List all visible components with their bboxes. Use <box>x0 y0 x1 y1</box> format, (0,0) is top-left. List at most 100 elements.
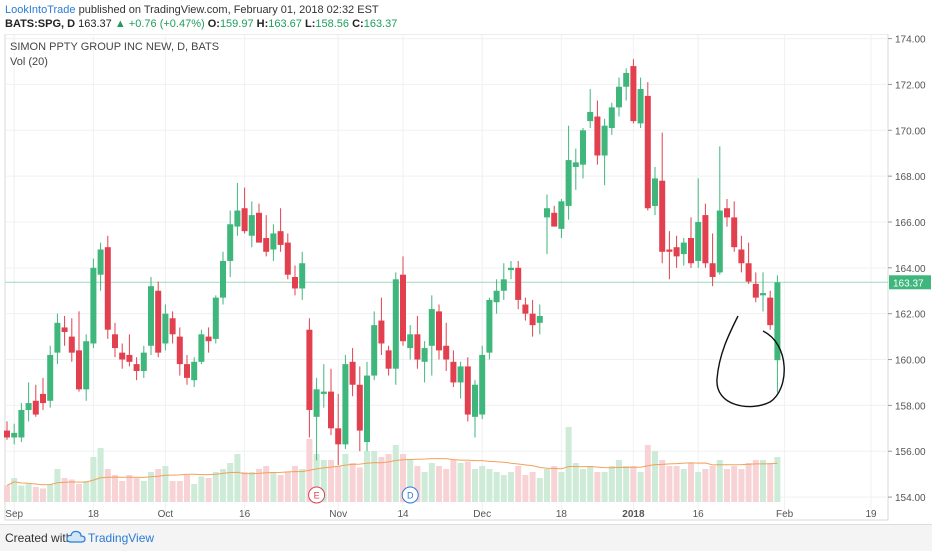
candle-body <box>299 263 306 289</box>
volume-bar <box>508 472 514 502</box>
candle-body <box>270 233 277 250</box>
candle-body <box>608 107 615 128</box>
candle-body <box>83 341 90 390</box>
volume-bar <box>248 472 255 502</box>
volume-bar <box>90 457 97 502</box>
volume-bar <box>457 463 464 502</box>
chart-header: LookIntoTrade published on TradingView.c… <box>0 0 932 34</box>
y-tick-label: 156.00 <box>895 447 926 458</box>
candle-body <box>428 309 435 346</box>
volume-indicator-label: Vol (20) <box>10 56 48 68</box>
volume-bar <box>61 478 68 502</box>
volume-bar <box>392 445 399 502</box>
plot-frame <box>4 34 889 521</box>
volume-bar <box>486 469 493 502</box>
volume-bar <box>709 466 716 502</box>
candle-body <box>184 364 190 378</box>
volume-bar <box>176 481 183 502</box>
volume-bar <box>25 484 32 502</box>
candle-body <box>40 393 46 404</box>
volume-bar <box>414 466 421 502</box>
volume-bar <box>752 460 759 502</box>
y-tick-label: 166.00 <box>895 218 926 229</box>
x-axis-label: 18 <box>556 509 568 520</box>
candle-body <box>248 215 255 236</box>
volume-bar <box>184 475 190 502</box>
x-axis-label: 16 <box>693 509 705 520</box>
hand-drawn-annotation <box>716 315 785 408</box>
y-tick-label: 160.00 <box>895 356 926 367</box>
volume-bar <box>608 466 615 502</box>
publish-line: LookIntoTrade published on TradingView.c… <box>5 4 379 16</box>
volume-bar <box>428 463 435 502</box>
candle-body <box>191 361 198 381</box>
x-axis-label: Sep <box>5 509 23 520</box>
candle-body <box>472 384 478 417</box>
volume-bar <box>594 472 601 502</box>
candle-body <box>594 116 601 156</box>
candle-body <box>558 201 565 229</box>
last-price-badge <box>889 275 931 290</box>
candle-body <box>731 217 738 248</box>
candle-body <box>241 208 248 232</box>
volume-bar <box>724 469 730 502</box>
candle-body <box>68 336 75 353</box>
volume-bar <box>544 469 550 502</box>
volume-bar <box>479 466 486 502</box>
candle-body <box>342 364 349 445</box>
volume-bar <box>529 472 536 502</box>
author-link[interactable]: LookIntoTrade <box>5 4 76 16</box>
x-axis-label: 16 <box>239 509 251 520</box>
close-value: 163.37 <box>363 18 398 30</box>
volume-bar <box>500 475 507 502</box>
volume-bar <box>83 481 90 502</box>
volume-bar <box>400 454 406 502</box>
candle-body <box>371 325 378 376</box>
candle-body <box>205 336 212 342</box>
volume-bar <box>760 460 766 502</box>
x-axis-label: 19 <box>865 509 877 520</box>
candle-body <box>292 277 298 289</box>
candle-body <box>25 403 32 410</box>
candle-body <box>709 263 716 277</box>
candle-body <box>515 267 522 300</box>
volume-bar <box>4 485 10 502</box>
tradingview-link[interactable]: TradingView <box>88 531 155 545</box>
price-chart[interactable]: 154.00 156.00 158.00 160.00 162.00 164.00 166.… <box>0 34 932 524</box>
candle-body <box>47 354 54 401</box>
candle-body <box>220 260 226 298</box>
y-tick-label: 172.00 <box>895 80 926 91</box>
volume-bar <box>328 460 334 502</box>
candle-body <box>774 282 781 361</box>
candle-body <box>227 224 234 261</box>
candle-body <box>11 432 18 438</box>
y-tick-label: 168.00 <box>895 172 926 183</box>
candle-body <box>544 208 550 218</box>
candle-body <box>97 249 104 275</box>
candle-body <box>76 350 82 390</box>
candle-body <box>119 352 126 360</box>
close-label: C: <box>352 18 364 30</box>
volume-bar <box>234 454 241 502</box>
volume-bar <box>47 484 54 502</box>
volume-bar <box>616 460 622 502</box>
candle-body <box>500 279 507 291</box>
volume-bar <box>155 469 162 502</box>
candle-body <box>364 375 370 443</box>
candle-body <box>587 111 594 122</box>
volume-bar <box>191 484 198 502</box>
volume-ma-line <box>6 458 778 486</box>
volume-bar <box>198 476 205 502</box>
volume-bar <box>407 460 414 502</box>
candle-body <box>572 162 579 167</box>
published-text: published on TradingView.com, February 0… <box>75 4 379 16</box>
volume-bar <box>119 481 126 502</box>
volume-bar <box>126 475 133 502</box>
volume-bar <box>32 487 39 502</box>
volume-bar <box>292 466 298 502</box>
candle-body <box>652 178 658 206</box>
volume-bar <box>536 478 543 502</box>
candle-body <box>234 210 241 227</box>
x-axis-label: 2018 <box>622 509 645 520</box>
event-marker-label: E <box>314 491 320 501</box>
